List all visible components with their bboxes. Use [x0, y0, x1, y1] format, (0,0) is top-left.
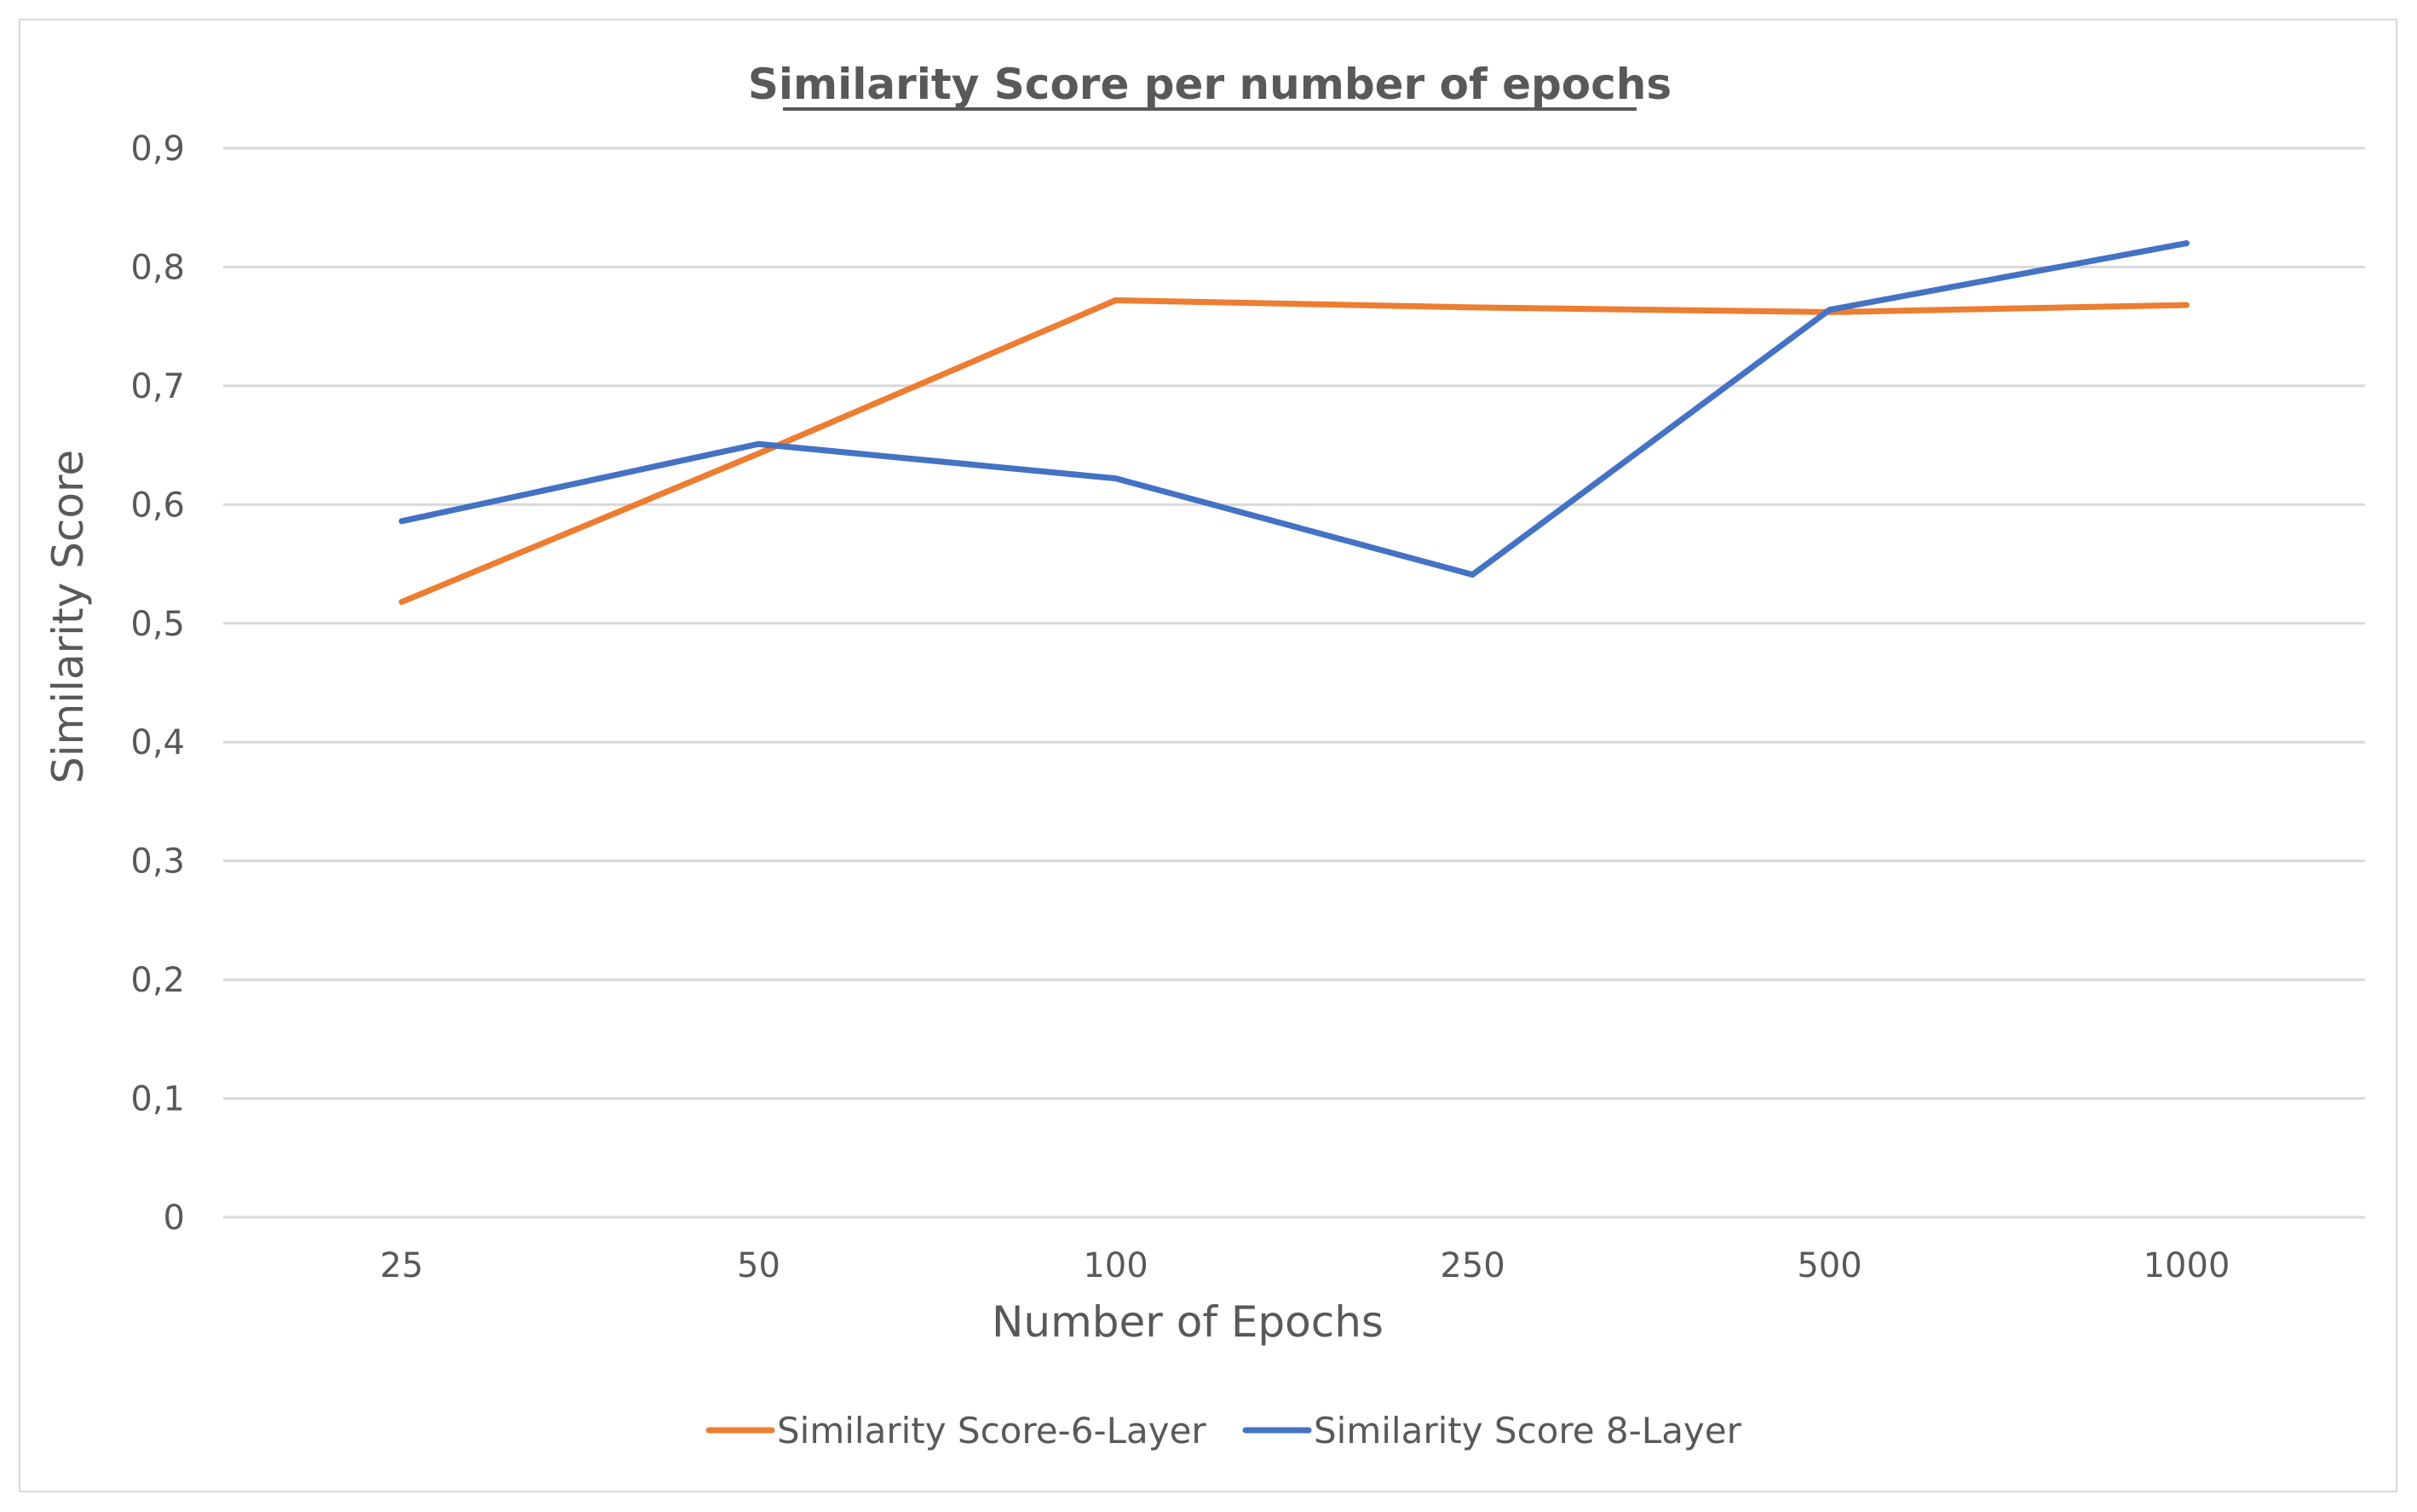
y-tick-label: 0,8	[130, 248, 185, 287]
y-axis-title: Similarity Score	[43, 450, 93, 784]
y-tick-label: 0,7	[130, 367, 185, 406]
y-tick-label: 0,9	[130, 129, 185, 169]
legend-label: Similarity Score 8-Layer	[1314, 1410, 1742, 1452]
x-tick-label: 100	[1083, 1246, 1148, 1285]
x-axis-title: Number of Epochs	[992, 1297, 1384, 1347]
y-tick-label: 0,3	[130, 842, 185, 882]
y-tick-label: 0,5	[130, 605, 185, 644]
legend-label: Similarity Score-6-Layer	[777, 1410, 1206, 1452]
series-line-6-layer	[399, 296, 2190, 606]
y-tick-label: 0,2	[130, 961, 185, 1000]
line-chart: Similarity Score per number of epochs 00…	[43, 60, 2365, 1452]
x-tick-label: 25	[380, 1246, 423, 1285]
y-tick-label: 0	[164, 1199, 185, 1238]
y-tick-label: 0,6	[130, 486, 185, 525]
chart-title: Similarity Score per number of epochs	[748, 60, 1672, 109]
gridlines	[223, 147, 2365, 1219]
x-axis-ticks: 25 50 100 250 500 1000	[380, 1246, 2230, 1285]
x-tick-label: 1000	[2144, 1246, 2230, 1285]
y-tick-label: 0,1	[130, 1080, 185, 1119]
x-tick-label: 250	[1440, 1246, 1505, 1285]
legend: Similarity Score-6-Layer Similarity Score…	[705, 1410, 1742, 1452]
y-axis-ticks: 0 0,1 0,2 0,3 0,4 0,5 0,6 0,7 0,8 0,9	[130, 129, 185, 1238]
series-lines	[399, 240, 2190, 606]
series-line-8-layer	[399, 240, 2190, 578]
y-tick-label: 0,4	[130, 723, 185, 762]
x-tick-label: 50	[737, 1246, 780, 1285]
x-tick-label: 500	[1797, 1246, 1862, 1285]
